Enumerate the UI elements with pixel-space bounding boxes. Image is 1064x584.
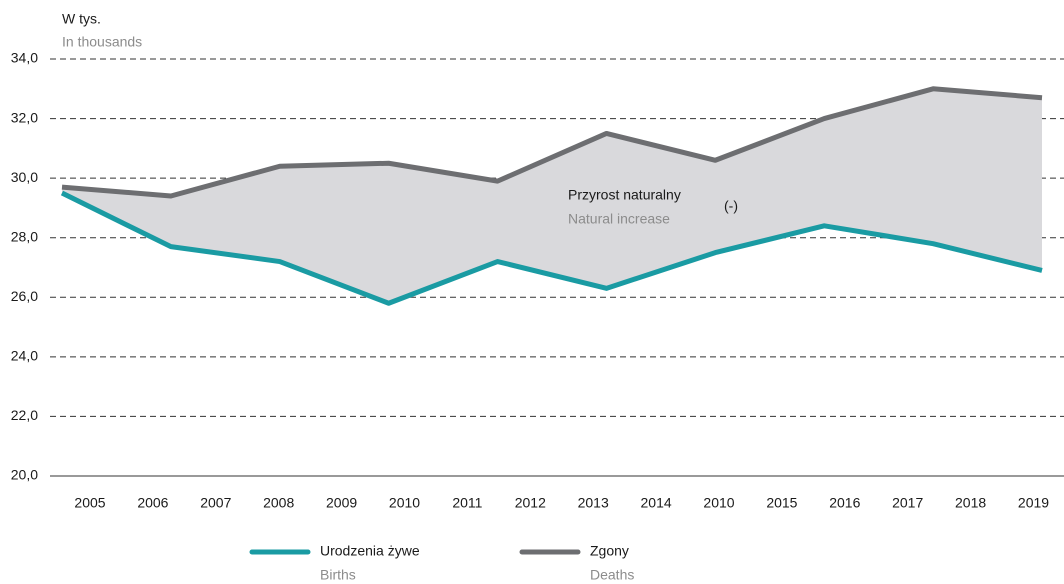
x-tick-label: 2012 [515,495,546,511]
line-series [60,190,1043,306]
legend-label-en: Deaths [590,567,634,583]
x-tick-label: 2007 [200,495,231,511]
y-tick-label: 24,0 [11,348,38,364]
x-tick-label: 2018 [955,495,986,511]
y-tick-label: 30,0 [11,169,38,185]
x-tick-label: 2008 [263,495,294,511]
x-tick-label: 2010 [389,495,420,511]
y-tick-label: 22,0 [11,407,38,423]
annotation-sign: (-) [724,198,738,214]
annotation: Przyrost naturalny [568,187,681,203]
x-tick-label: 2009 [326,495,357,511]
x-tick-label: 2019 [1018,495,1049,511]
y-tick-label: 28,0 [11,228,38,244]
y-tick-label: 34,0 [11,50,38,66]
area-between [62,88,1042,304]
x-tick-label: 2015 [766,495,797,511]
x-tick-label: 2005 [74,495,105,511]
y-tick-label: 26,0 [11,288,38,304]
x-tick-label: 2006 [137,495,168,511]
x-tick-label: 2017 [892,495,923,511]
x-tick-label: 2014 [641,495,672,511]
legend-label-en: Births [320,567,356,583]
y-tick-label: 32,0 [11,109,38,125]
y-axis-label: W tys. [62,11,101,27]
legend-label: Urodzenia żywe [320,543,420,559]
legend-label: Zgony [590,543,629,559]
x-tick-label: 2013 [578,495,609,511]
y-axis-label-en: In thousands [62,34,142,50]
y-tick-label: 20,0 [11,467,38,483]
x-tick-label: 2016 [829,495,860,511]
line-series [61,86,1043,199]
x-tick-label: 2010 [703,495,734,511]
annotation-en: Natural increase [568,211,670,227]
x-tick-label: 2011 [452,495,482,511]
